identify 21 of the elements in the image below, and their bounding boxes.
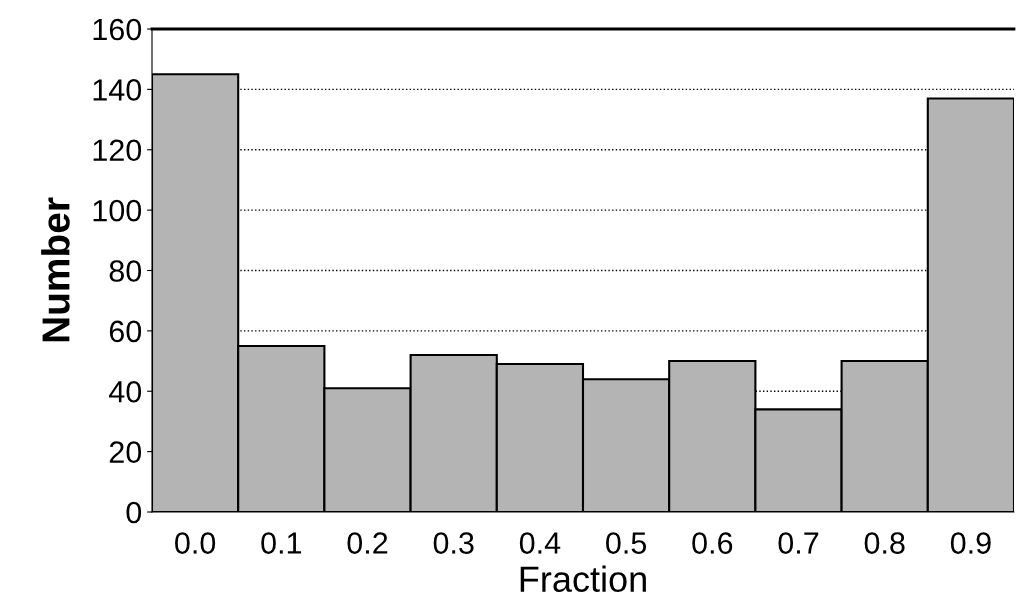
x-tick-label: 0.6 — [692, 532, 733, 554]
x-axis-title: Fraction — [520, 565, 646, 593]
y-tick-label: 80 — [109, 260, 142, 282]
y-tick-label: 20 — [109, 441, 142, 463]
x-tick-label: 0.4 — [519, 532, 561, 554]
y-axis-title: Number — [41, 197, 70, 342]
x-tick-label: 0.1 — [261, 532, 302, 554]
y-tick-label: 0 — [126, 501, 142, 524]
x-tick-label: 0.0 — [175, 532, 216, 554]
x-tick-label: 0.7 — [778, 532, 819, 554]
y-tick-label: 100 — [93, 199, 142, 222]
x-tick-label: 0.5 — [606, 532, 647, 554]
x-tick-label: 0.8 — [864, 532, 905, 554]
x-tick-label: 0.9 — [950, 532, 991, 554]
y-tick-label: 60 — [109, 320, 142, 343]
y-tick-label: 40 — [109, 380, 142, 403]
y-tick-label: 120 — [93, 139, 142, 162]
y-tick-label: 160 — [93, 18, 142, 41]
x-tick-label: 0.2 — [347, 532, 388, 554]
y-tick-label: 140 — [93, 79, 142, 101]
x-tick-label: 0.3 — [433, 532, 474, 554]
